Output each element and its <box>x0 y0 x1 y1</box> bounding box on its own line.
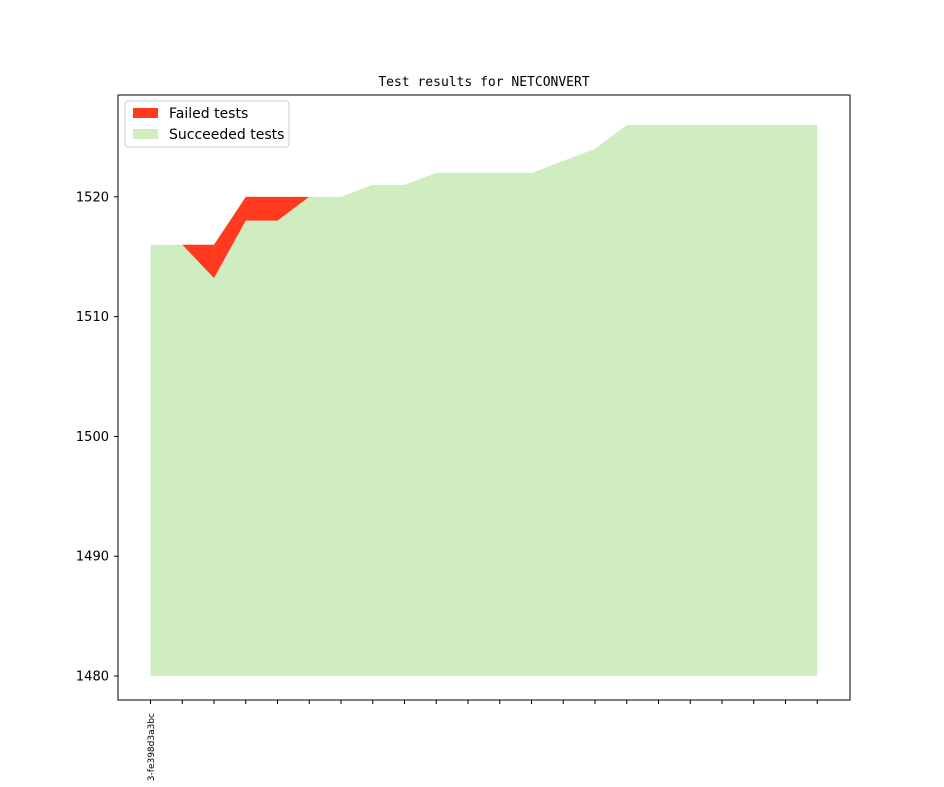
legend: Failed tests Succeeded tests <box>124 100 290 148</box>
y-axis: 1480 1490 1500 1510 1520 <box>76 190 118 685</box>
x-axis: 3-fe398d3a3bc <box>147 700 818 781</box>
legend-swatch-failed <box>133 108 158 118</box>
legend-swatch-succeeded <box>133 129 158 139</box>
legend-frame <box>124 100 290 148</box>
plot-area <box>150 124 818 677</box>
y-tick-label: 1510 <box>76 310 109 325</box>
failed-tests-area <box>150 124 818 279</box>
plot-frame <box>117 94 851 701</box>
y-tick-label: 1490 <box>76 550 109 565</box>
succeeded-tests-area <box>150 124 818 677</box>
y-tick-label: 1500 <box>76 430 109 445</box>
legend-label-failed: Failed tests <box>169 106 248 122</box>
legend-label-succeeded: Succeeded tests <box>169 127 284 143</box>
x-tick-label: 3-fe398d3a3bc <box>147 713 157 781</box>
chart-title: Test results for NETCONVERT <box>378 75 589 90</box>
y-tick-label: 1480 <box>76 670 109 685</box>
y-tick-label: 1520 <box>76 190 109 205</box>
